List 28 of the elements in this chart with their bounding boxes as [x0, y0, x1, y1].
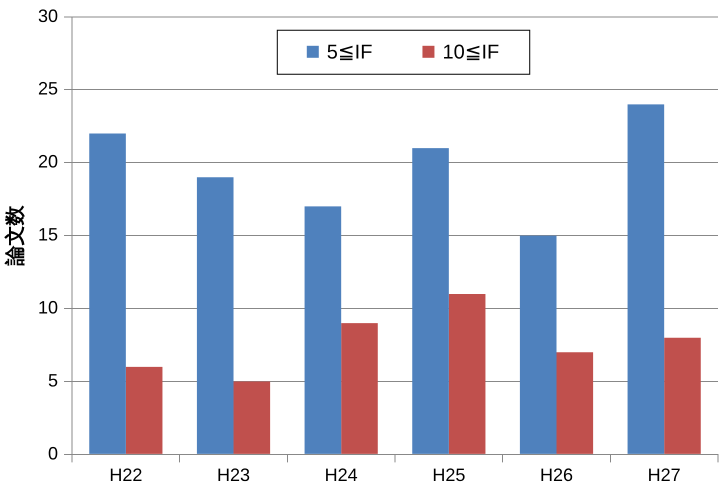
x-tick-label: H27: [648, 465, 681, 486]
bar: [412, 148, 449, 454]
x-tick-label: H26: [540, 465, 574, 486]
y-tick-label: 25: [38, 78, 58, 99]
x-tick-label: H23: [217, 465, 250, 486]
y-tick-label: 20: [38, 152, 58, 172]
bar: [304, 206, 342, 454]
bar: [628, 104, 664, 454]
bar: [664, 338, 701, 454]
legend-label: 10≦IF: [442, 41, 500, 64]
bar: [126, 366, 162, 454]
y-tick-label: 0: [48, 443, 58, 464]
bar: [556, 352, 594, 454]
x-tick-label: H25: [432, 465, 466, 486]
bar: [89, 133, 126, 454]
bar: [448, 294, 486, 454]
y-tick-label: 30: [38, 6, 58, 26]
bar: [234, 381, 270, 454]
x-tick-label: H24: [324, 465, 358, 486]
y-tick-label: 10: [38, 298, 58, 318]
y-tick-label: 15: [38, 224, 58, 245]
bar: [341, 323, 378, 454]
y-tick-label: 5: [48, 370, 58, 390]
bar: [196, 177, 234, 454]
x-tick-label: H22: [109, 465, 142, 486]
y-axis-title: 論文数: [4, 204, 27, 267]
bar: [520, 236, 557, 454]
legend-label: 5≦IF: [326, 41, 372, 64]
